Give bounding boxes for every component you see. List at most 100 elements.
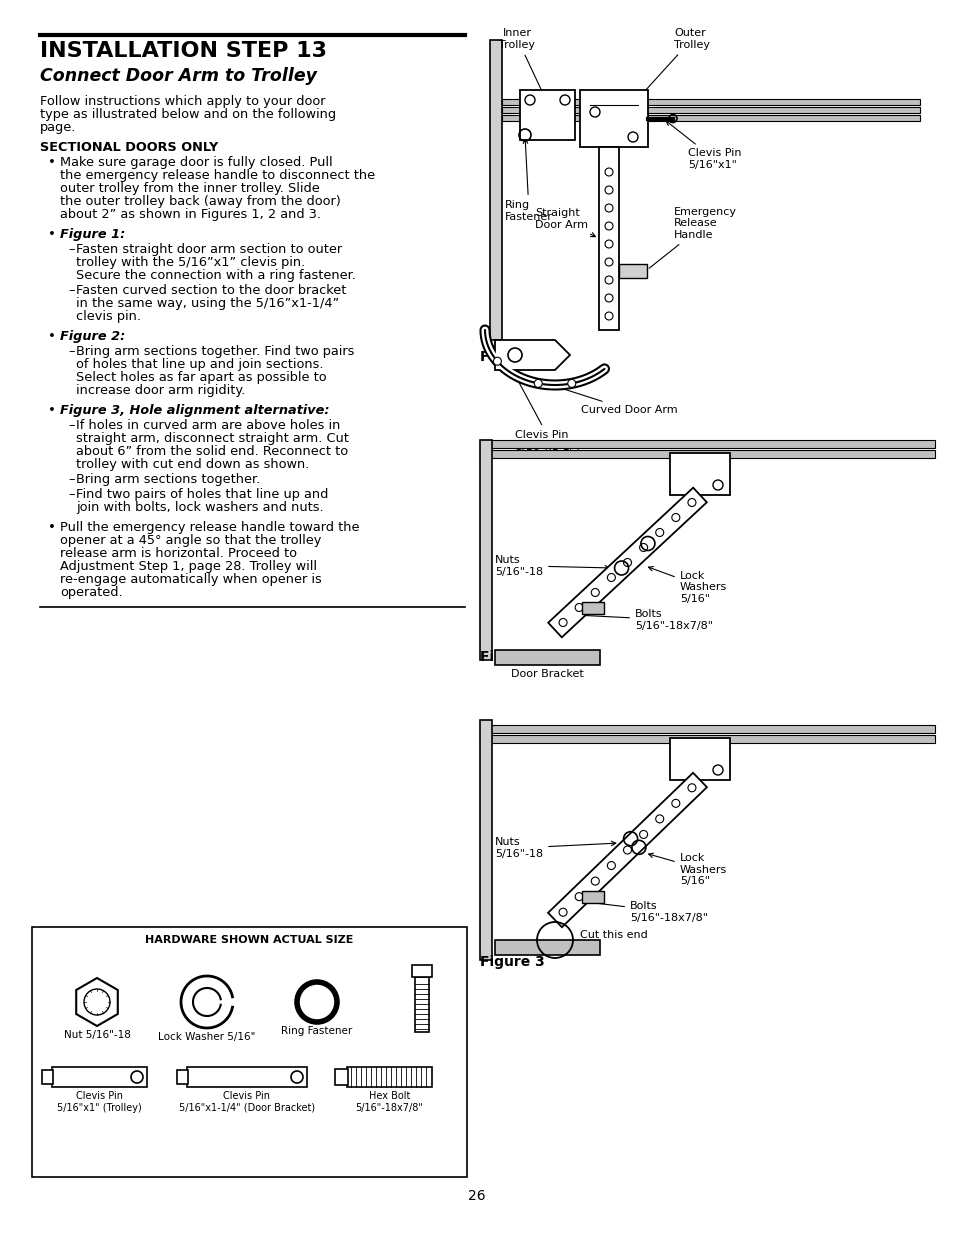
Text: Emergency
Release
Handle: Emergency Release Handle [648, 206, 737, 268]
Text: operated.: operated. [60, 585, 123, 599]
Text: Find two pairs of holes that line up and: Find two pairs of holes that line up and [76, 488, 328, 501]
Text: SECTIONAL DOORS ONLY: SECTIONAL DOORS ONLY [40, 141, 218, 154]
Text: Lock Washer 5/16": Lock Washer 5/16" [158, 1032, 255, 1042]
Text: Figure 2: Figure 2 [479, 650, 544, 664]
Text: Nuts
5/16"-18: Nuts 5/16"-18 [495, 555, 609, 577]
Bar [479, 450, 934, 458]
Text: Bolts
5/16"-18x7/8": Bolts 5/16"-18x7/8" [574, 899, 707, 923]
Text: Bolts
5/16"-18x7/8": Bolts 5/16"-18x7/8" [578, 609, 712, 631]
Text: 26: 26 [468, 1189, 485, 1203]
Text: outer trolley from the inner trolley. Slide: outer trolley from the inner trolley. Sl… [60, 182, 319, 195]
Text: INSTALLATION STEP 13: INSTALLATION STEP 13 [40, 41, 327, 61]
Bar [519, 90, 575, 140]
Text: about 6” from the solid end. Reconnect to: about 6” from the solid end. Reconnect t… [76, 445, 348, 458]
Text: Make sure garage door is fully closed. Pull: Make sure garage door is fully closed. P… [60, 156, 333, 169]
Text: Bring arm sections together. Find two pairs: Bring arm sections together. Find two pa… [76, 345, 354, 358]
Text: trolley with the 5/16”x1” clevis pin.: trolley with the 5/16”x1” clevis pin. [76, 256, 305, 269]
Bar [177, 1070, 188, 1084]
Text: Fasten straight door arm section to outer: Fasten straight door arm section to oute… [76, 243, 342, 256]
Circle shape [687, 499, 696, 506]
Text: –: – [68, 419, 74, 432]
Text: in the same way, using the 5/16”x1-1/4”: in the same way, using the 5/16”x1-1/4” [76, 296, 338, 310]
Text: Nuts
5/16"-18: Nuts 5/16"-18 [495, 837, 615, 858]
Circle shape [493, 357, 501, 366]
Text: Follow instructions which apply to your door: Follow instructions which apply to your … [40, 95, 325, 107]
Circle shape [639, 543, 647, 552]
Text: page.: page. [40, 121, 76, 135]
Text: –: – [68, 243, 74, 256]
Text: the emergency release handle to disconnect the: the emergency release handle to disconne… [60, 169, 375, 182]
Text: trolley with cut end down as shown.: trolley with cut end down as shown. [76, 458, 309, 471]
Text: –: – [68, 488, 74, 501]
Bar [412, 965, 432, 977]
Text: clevis pin.: clevis pin. [76, 310, 141, 324]
Text: Curved Door Arm: Curved Door Arm [554, 385, 677, 415]
Text: Ring
Fastener: Ring Fastener [504, 140, 553, 221]
Circle shape [558, 908, 566, 916]
Text: Clevis Pin
5/16"x1-1/4" (Door Bracket): Clevis Pin 5/16"x1-1/4" (Door Bracket) [179, 1091, 314, 1113]
Bar [495, 650, 599, 664]
Bar [187, 1067, 307, 1087]
Text: If holes in curved arm are above holes in: If holes in curved arm are above holes i… [76, 419, 340, 432]
Text: •: • [48, 404, 56, 417]
Bar [669, 453, 729, 495]
Bar [581, 892, 603, 903]
Text: Straight
Door Arm: Straight Door Arm [535, 209, 595, 237]
Text: about 2” as shown in Figures 1, 2 and 3.: about 2” as shown in Figures 1, 2 and 3. [60, 207, 320, 221]
Circle shape [687, 784, 696, 792]
Bar [669, 739, 729, 781]
Text: Connect Door Arm to Trolley: Connect Door Arm to Trolley [40, 67, 316, 85]
Circle shape [607, 573, 615, 582]
Bar [479, 735, 934, 743]
Bar [347, 1067, 432, 1087]
Text: Pull the emergency release handle toward the: Pull the emergency release handle toward… [60, 521, 359, 534]
Circle shape [623, 558, 631, 567]
Circle shape [567, 379, 576, 388]
Circle shape [575, 604, 582, 611]
Circle shape [591, 877, 598, 885]
Text: Figure 1: Figure 1 [479, 350, 544, 364]
Text: the outer trolley back (away from the door): the outer trolley back (away from the do… [60, 195, 340, 207]
Text: –: – [68, 284, 74, 296]
Bar [618, 264, 646, 278]
Circle shape [655, 815, 663, 823]
Text: Figure 2:: Figure 2: [60, 330, 125, 343]
Bar [335, 1070, 348, 1086]
Text: Figure 3: Figure 3 [479, 955, 544, 969]
Polygon shape [547, 773, 706, 927]
Text: •: • [48, 156, 56, 169]
Circle shape [534, 379, 541, 388]
Text: Clevis Pin
5/16"x1-1/4": Clevis Pin 5/16"x1-1/4" [515, 378, 585, 452]
Circle shape [671, 514, 679, 521]
Bar [501, 107, 919, 112]
Text: re-engage automatically when opener is: re-engage automatically when opener is [60, 573, 321, 585]
Text: Door
Bracket: Door Bracket [510, 345, 552, 366]
Text: Adjustment Step 1, page 28. Trolley will: Adjustment Step 1, page 28. Trolley will [60, 559, 316, 573]
Text: type as illustrated below and on the following: type as illustrated below and on the fol… [40, 107, 335, 121]
Polygon shape [76, 978, 117, 1026]
Text: Figure 1:: Figure 1: [60, 228, 125, 241]
Bar [479, 725, 934, 734]
Circle shape [575, 893, 582, 900]
Text: Figure 3, Hole alignment alternative:: Figure 3, Hole alignment alternative: [60, 404, 329, 417]
Text: Clevis Pin
5/16"x1": Clevis Pin 5/16"x1" [665, 121, 740, 170]
Text: Fasten curved section to the door bracket: Fasten curved section to the door bracke… [76, 284, 346, 296]
Text: Nut 5/16"-18: Nut 5/16"-18 [64, 1030, 131, 1040]
Polygon shape [548, 488, 706, 637]
Text: Secure the connection with a ring fastener.: Secure the connection with a ring fasten… [76, 269, 355, 282]
Text: Door Bracket: Door Bracket [510, 669, 583, 679]
Text: Inner
Trolley: Inner Trolley [499, 28, 546, 100]
Text: straight arm, disconnect straight arm. Cut: straight arm, disconnect straight arm. C… [76, 432, 349, 445]
Bar [52, 1067, 147, 1087]
Bar [598, 147, 618, 330]
Text: Ring Fastener: Ring Fastener [281, 1026, 353, 1036]
Circle shape [623, 846, 631, 853]
Text: Outer
Trolley: Outer Trolley [636, 28, 709, 101]
Circle shape [591, 589, 598, 597]
Text: Hex Bolt
5/16"-18x7/8": Hex Bolt 5/16"-18x7/8" [355, 1091, 423, 1113]
Text: •: • [48, 228, 56, 241]
Text: Lock
Washers
5/16": Lock Washers 5/16" [648, 567, 726, 604]
Text: Lock
Washers
5/16": Lock Washers 5/16" [648, 853, 726, 887]
Bar [490, 40, 501, 340]
Text: HARDWARE SHOWN ACTUAL SIZE: HARDWARE SHOWN ACTUAL SIZE [145, 935, 354, 945]
